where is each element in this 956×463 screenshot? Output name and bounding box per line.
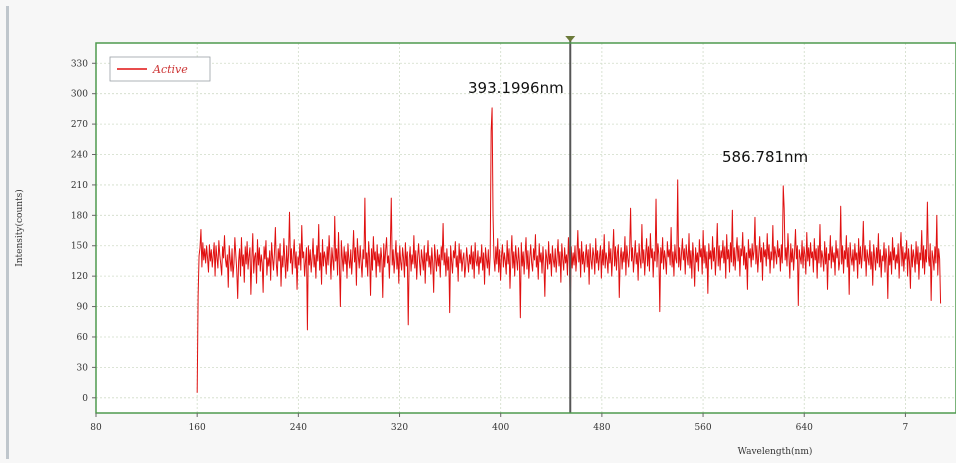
y-tick-label: 210 [71,181,88,191]
triangle-down-icon[interactable] [565,36,576,42]
y-axis: 0 30 60 90 120 150 180 210 240 270 300 330 [71,59,96,404]
y-tick-label: 30 [77,363,89,373]
x-tick-label: 640 [796,423,813,433]
x-tick-label: 560 [694,423,711,433]
y-tick-label: 120 [71,272,88,282]
peak-label-1: 393.1996nm [468,79,564,97]
plot-area [96,43,956,413]
y-tick-label: 150 [71,242,88,252]
legend: Active [109,56,211,82]
y-tick-label: 270 [71,120,88,130]
y-tick-label: 0 [82,394,88,404]
x-axis: 80 160 240 320 400 480 560 640 7 [90,413,909,433]
x-tick-label: 400 [492,423,509,433]
y-axis-title: Intensity(counts) [14,189,25,267]
series-line-active [196,107,942,393]
y-tick-label: 90 [77,303,89,313]
peak-label-2: 586.781nm [722,148,808,166]
grid [96,43,956,413]
y-tick-label: 330 [71,59,88,69]
y-tick-label: 180 [71,211,88,221]
y-tick-label: 300 [71,90,88,100]
x-tick-label: 7 [903,423,909,433]
x-tick-label: 320 [391,423,408,433]
y-tick-label: 240 [71,151,88,161]
series-layer [196,107,942,393]
x-tick-label: 240 [290,423,307,433]
window-left-edge [6,6,9,459]
plot-frame [95,42,956,414]
y-tick-label: 60 [77,333,89,343]
x-tick-label: 480 [593,423,610,433]
x-tick-label: 160 [189,423,206,433]
legend-label-active: Active [152,63,188,76]
x-axis-title: Wavelength(nm) [738,446,813,457]
x-tick-label: 80 [90,423,102,433]
